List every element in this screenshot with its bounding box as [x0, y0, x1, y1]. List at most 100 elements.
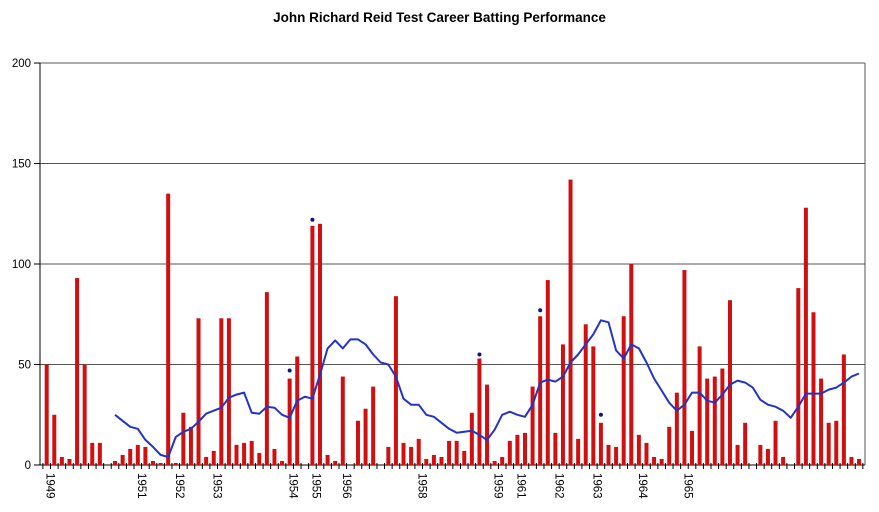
innings-bar	[606, 444, 611, 465]
innings-bar	[690, 430, 695, 465]
innings-bar	[128, 448, 133, 465]
innings-bar	[371, 386, 376, 465]
x-year-label-1949: 1949	[44, 473, 56, 499]
innings-bar	[173, 462, 178, 465]
innings-bar	[674, 392, 679, 465]
x-year-label-1956: 1956	[340, 473, 352, 499]
y-tick-label-50: 50	[18, 360, 31, 372]
y-tick-label-0: 0	[25, 460, 31, 472]
innings-bar	[120, 454, 125, 465]
chart-title: John Richard Reid Test Career Batting Pe…	[273, 10, 606, 25]
innings-bar	[727, 300, 732, 465]
innings-bar	[500, 456, 505, 465]
innings-bar	[758, 444, 763, 465]
x-year-label-1965: 1965	[681, 473, 693, 499]
innings-bar	[287, 378, 292, 465]
innings-bar	[553, 432, 558, 465]
innings-bar	[272, 448, 277, 465]
innings-bar	[834, 420, 839, 465]
innings-bar	[545, 280, 550, 465]
x-year-label-1958: 1958	[416, 473, 428, 499]
innings-bar	[849, 456, 854, 465]
innings-bar	[796, 288, 801, 465]
innings-bar	[826, 422, 831, 465]
innings-bar	[447, 440, 452, 465]
innings-bar	[204, 456, 209, 465]
innings-bar	[492, 460, 497, 465]
innings-bar	[143, 446, 148, 465]
innings-bar	[568, 179, 573, 465]
innings-bar	[264, 292, 269, 465]
innings-bar	[166, 193, 171, 465]
innings-bar	[712, 376, 717, 465]
innings-bar	[439, 456, 444, 465]
innings-bar	[416, 438, 421, 465]
innings-bar	[705, 378, 710, 465]
innings-bar	[598, 422, 603, 465]
innings-bar	[644, 442, 649, 465]
innings-bar	[538, 316, 543, 465]
innings-bar	[621, 316, 626, 465]
innings-bar	[333, 460, 338, 465]
innings-bar	[211, 450, 216, 465]
x-year-label-1954: 1954	[287, 473, 299, 499]
innings-bar	[67, 458, 72, 465]
x-year-label-1951: 1951	[135, 473, 147, 499]
innings-bar	[485, 384, 490, 465]
innings-bar	[803, 207, 808, 465]
not-out-dot	[310, 217, 315, 222]
innings-bar	[393, 296, 398, 465]
x-year-label-1953: 1953	[211, 473, 223, 499]
innings-bar	[682, 270, 687, 465]
innings-bar	[325, 454, 330, 465]
innings-bar	[135, 444, 140, 465]
innings-bar	[158, 462, 163, 465]
innings-bar	[113, 460, 118, 465]
not-out-dot	[538, 308, 543, 313]
not-out-dot	[287, 368, 292, 373]
innings-bar	[188, 426, 193, 465]
innings-bar	[735, 444, 740, 465]
not-out-dot	[598, 412, 603, 417]
innings-bar	[697, 346, 702, 465]
x-year-label-1955: 1955	[309, 473, 321, 499]
innings-bar	[560, 344, 565, 465]
innings-bar	[409, 446, 414, 465]
innings-bar	[507, 440, 512, 465]
innings-bar	[75, 278, 80, 465]
innings-bar	[720, 368, 725, 465]
innings-bar	[636, 434, 641, 465]
innings-bar	[431, 454, 436, 465]
innings-bar	[530, 386, 535, 465]
innings-bar	[781, 456, 786, 465]
innings-bar	[242, 442, 247, 465]
innings-bar	[743, 422, 748, 465]
innings-bar	[773, 420, 778, 465]
x-year-label-1963: 1963	[590, 473, 602, 499]
innings-bar	[90, 442, 95, 465]
x-year-label-1959: 1959	[492, 473, 504, 499]
innings-bar	[469, 412, 474, 465]
innings-bar	[462, 450, 467, 465]
x-year-label-1961: 1961	[514, 473, 526, 499]
innings-bar	[614, 446, 619, 465]
innings-bar	[424, 458, 429, 465]
innings-bar	[659, 458, 664, 465]
y-tick-label-200: 200	[12, 58, 31, 70]
innings-bar	[401, 442, 406, 465]
innings-bar	[591, 346, 596, 465]
innings-bar	[280, 460, 285, 465]
innings-bar	[386, 446, 391, 465]
innings-bar	[477, 358, 482, 465]
innings-bar	[363, 408, 368, 465]
innings-bar	[576, 438, 581, 465]
innings-bar	[82, 364, 87, 465]
average-line	[114, 319, 860, 458]
innings-bar	[811, 312, 816, 465]
innings-bar	[765, 448, 770, 465]
x-year-label-1964: 1964	[636, 473, 648, 499]
innings-bar	[295, 356, 300, 465]
not-out-dot	[477, 352, 482, 357]
innings-bar	[515, 434, 520, 465]
